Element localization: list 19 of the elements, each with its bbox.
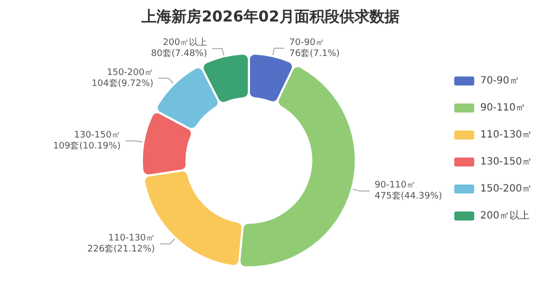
data-label: 104套(9.72%) <box>92 78 154 89</box>
legend-label: 200㎡以上 <box>480 210 530 222</box>
legend-label: 70-90㎡ <box>480 76 520 86</box>
data-label: 80套(7.48%) <box>151 48 208 60</box>
slice-label: 70-90㎡ <box>289 38 324 48</box>
data-label: 226套(21.12%) <box>87 243 155 254</box>
slice-label: 200㎡以上 <box>162 37 208 48</box>
slice-label: 90-110㎡ <box>374 180 416 191</box>
data-label: 76套(7.1%) <box>289 48 340 59</box>
legend-label: 150-200㎡ <box>480 184 532 194</box>
legend-label: 110-130㎡ <box>480 130 532 140</box>
slice-label: 130-150㎡ <box>74 130 121 140</box>
chart-title: 上海新房2026年02月面积段供求数据 <box>140 8 400 26</box>
legend-label: 130-150㎡ <box>480 156 532 168</box>
data-label: 109套(10.19%) <box>53 140 121 152</box>
legend-label: 90-110㎡ <box>480 102 526 114</box>
slice-label: 150-200㎡ <box>106 68 154 78</box>
data-label: 475套(44.39%) <box>374 190 442 202</box>
slice-label: 110-130㎡ <box>108 233 155 244</box>
